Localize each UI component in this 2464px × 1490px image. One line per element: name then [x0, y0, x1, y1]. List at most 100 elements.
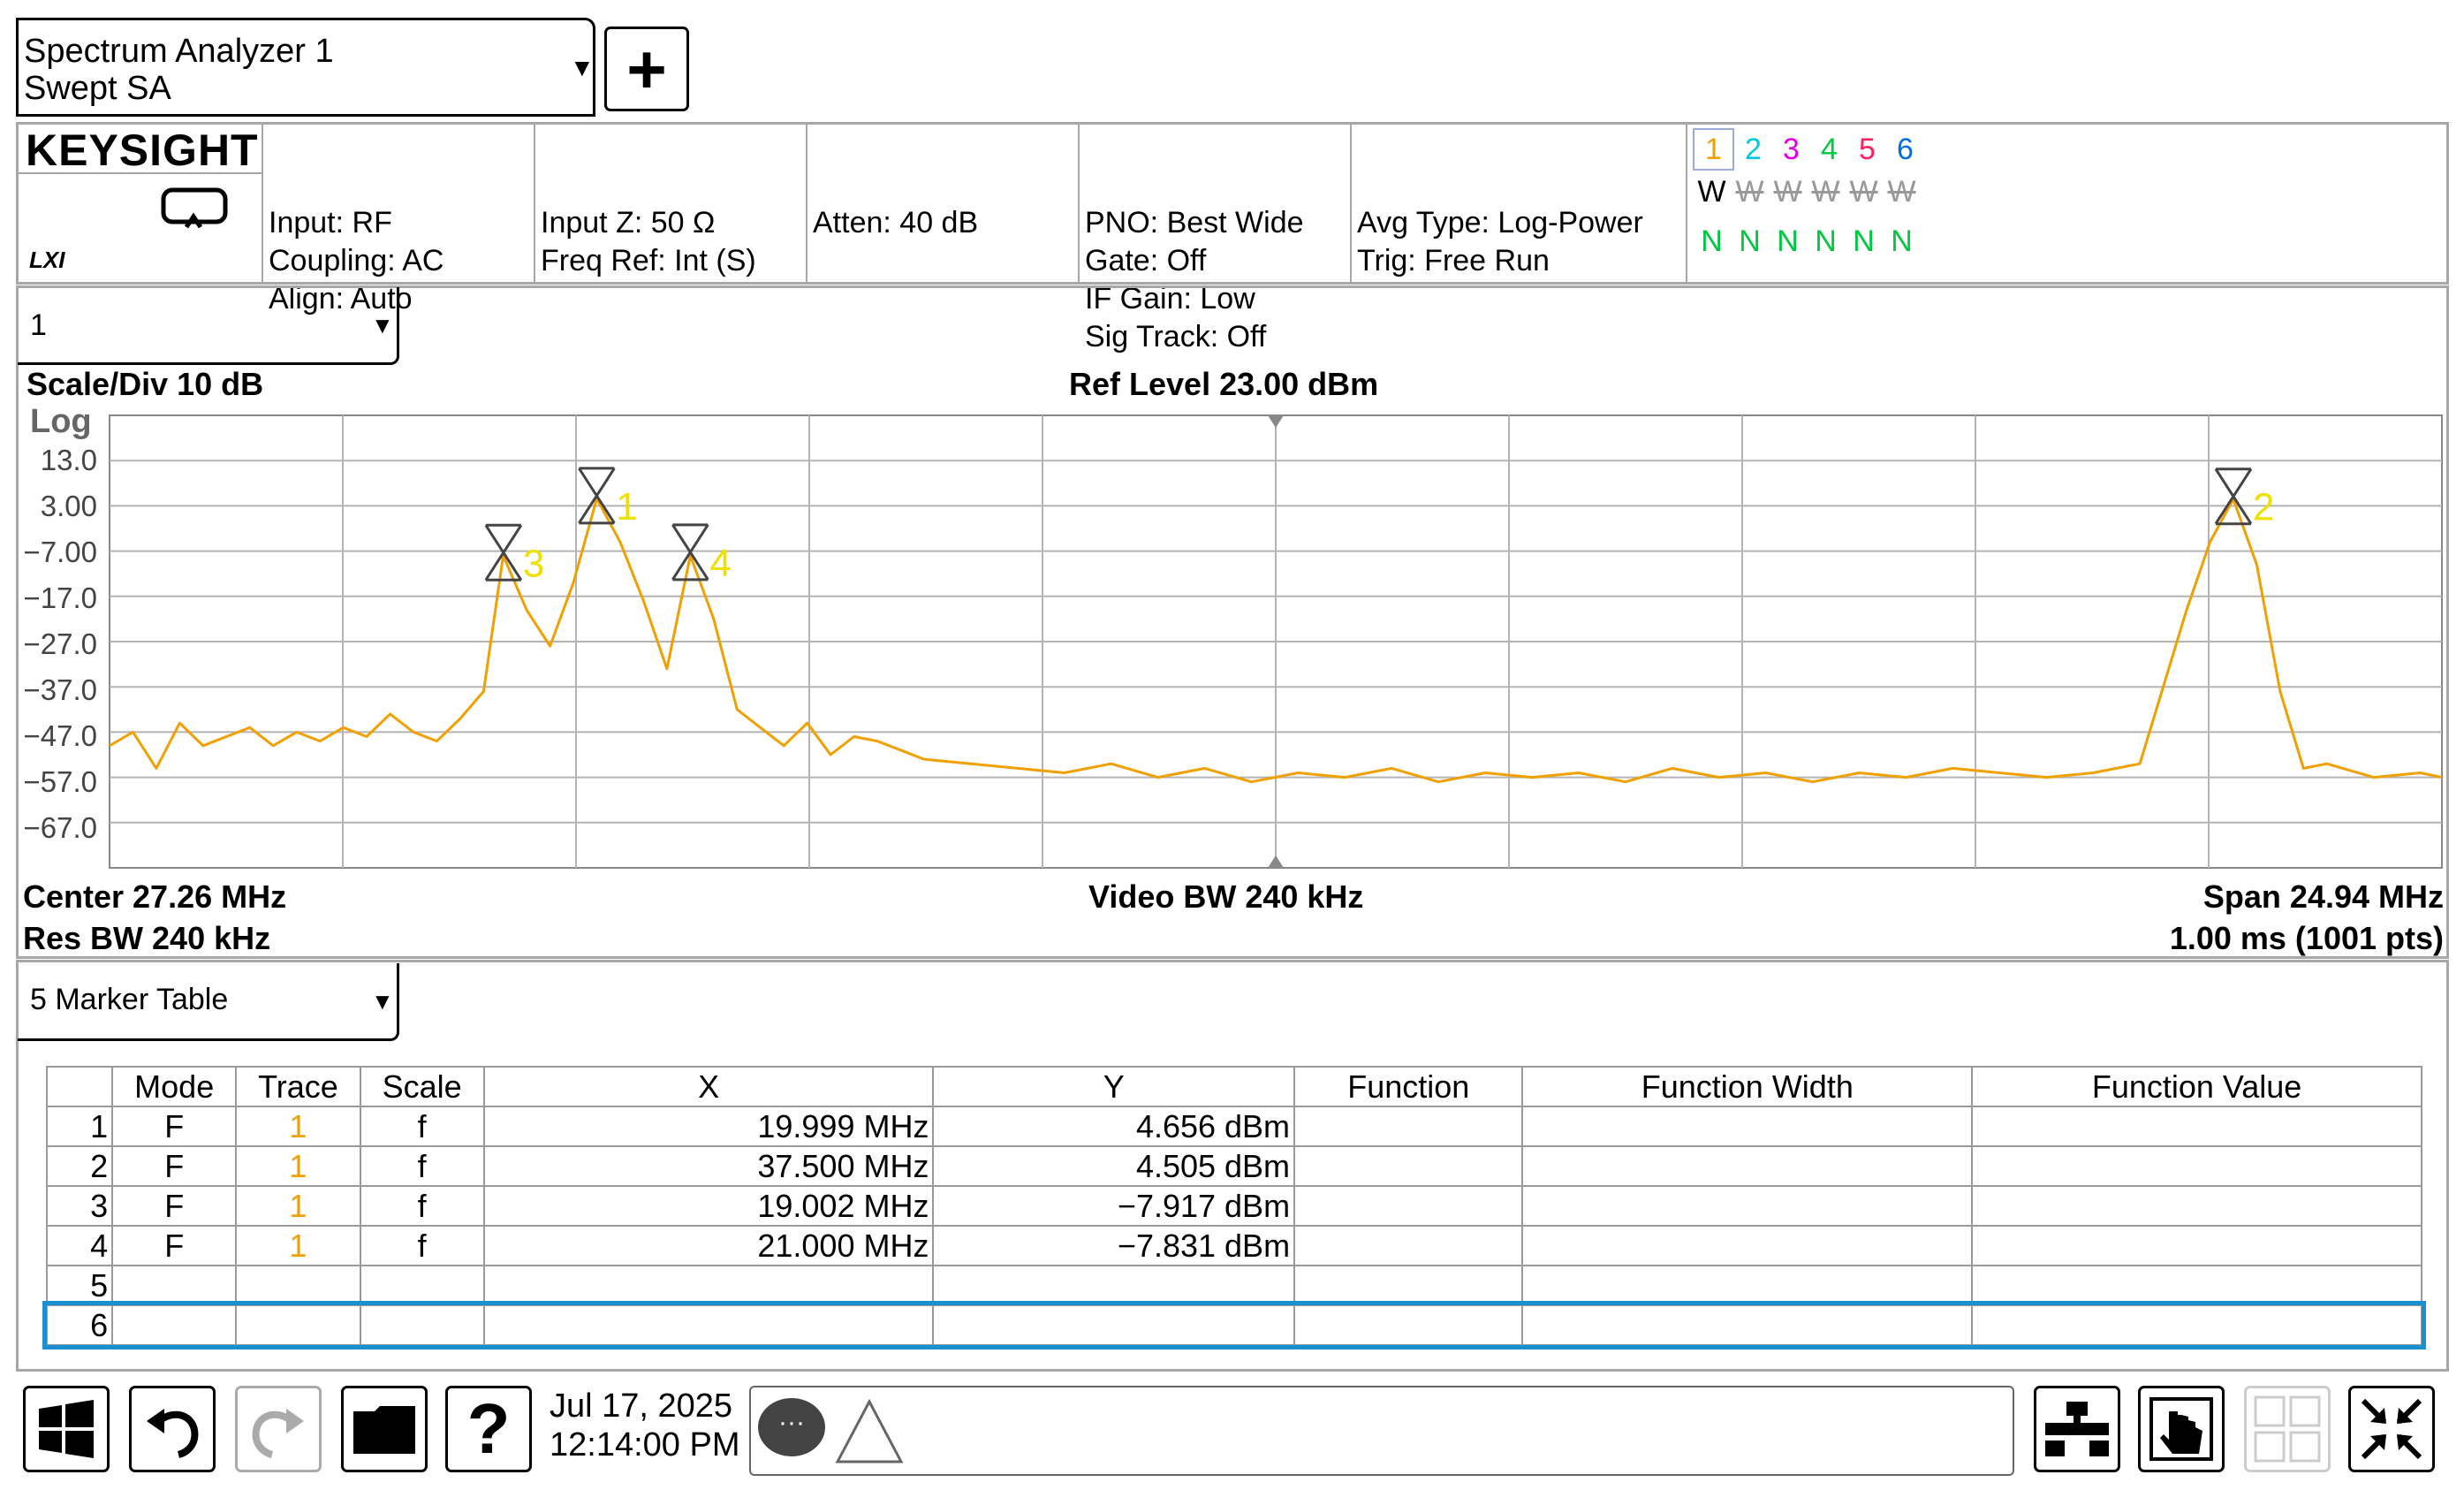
y-tick: −37.0: [23, 673, 98, 706]
table-row-selected[interactable]: 6: [42, 1301, 2426, 1349]
trace-number-4: 4: [1821, 133, 1838, 166]
status-col-impedance: Input Z: 50 Ω Freq Ref: Int (S): [535, 125, 807, 282]
center-marker-bottom: [1268, 855, 1284, 868]
trace-number-6: 6: [1897, 133, 1914, 166]
marker-table[interactable]: Mode Trace Scale X Y Function Function W…: [42, 1066, 2426, 1349]
zoom-window-button[interactable]: [2348, 1386, 2435, 1472]
trace-1-line: [109, 497, 2443, 784]
marker-3: 3: [484, 523, 544, 585]
trace-number-3: 3: [1783, 133, 1800, 166]
col-mode: Mode: [111, 1066, 238, 1107]
undo-icon: [147, 1409, 199, 1458]
window-layout-button[interactable]: [2034, 1386, 2120, 1472]
marker-4: 4: [671, 523, 732, 585]
trace-window-selector[interactable]: 1 ▼: [18, 287, 399, 365]
marker-x-icon: [2214, 468, 2253, 526]
touch-hand-icon: [2149, 1397, 2213, 1461]
table-row[interactable]: 3 F 1 f 19.002 MHz −7.917 dBm: [45, 1185, 2422, 1227]
y-tick: −17.0: [23, 582, 98, 614]
window-subtitle: Swept SA: [24, 70, 171, 107]
scale-per-div: Scale/Div 10 dB: [27, 366, 264, 402]
redo-button[interactable]: [235, 1386, 322, 1472]
video-bw[interactable]: Video BW 240 kHz: [1088, 878, 1364, 915]
chevron-down-icon: ▼: [371, 988, 394, 1015]
trace-number-1: 1: [1693, 128, 1734, 171]
status-col-avg: Avg Type: Log-Power Trig: Free Run: [1352, 125, 1687, 282]
marker-x-icon: [671, 523, 709, 582]
window-title: Spectrum Analyzer 1: [24, 33, 334, 70]
file-button[interactable]: [341, 1386, 428, 1472]
col-scale: Scale: [359, 1066, 485, 1107]
remote-display-icon[interactable]: [160, 185, 229, 239]
col-function-value: Function Value: [1971, 1066, 2422, 1107]
brand-cell: KEYSIGHT LXI: [19, 125, 263, 282]
trace-number-5: 5: [1859, 133, 1876, 166]
table-row[interactable]: 5: [45, 1265, 2422, 1306]
table-row[interactable]: 2 F 1 f 37.500 MHz 4.505 dBm: [45, 1145, 2422, 1187]
marker-2: 2: [2214, 468, 2274, 529]
lxi-logo: LXI: [29, 247, 65, 273]
table-row[interactable]: 1 F 1 f 19.999 MHz 4.656 dBm: [45, 1106, 2422, 1147]
marker-label: 4: [709, 542, 731, 585]
status-bar: KEYSIGHT LXI Input: RF Coupling: AC Align:…: [16, 122, 2449, 353]
trace-window: [16, 285, 2449, 959]
table-row[interactable]: 4 F 1 f 21.000 MHz −7.831 dBm: [45, 1225, 2422, 1266]
plus-icon: +: [626, 30, 667, 108]
col-y: Y: [932, 1066, 1296, 1107]
help-icon: ?: [466, 1389, 511, 1468]
windows-start-button[interactable]: [23, 1386, 110, 1472]
touch-button[interactable]: [2138, 1386, 2225, 1472]
message-bar[interactable]: ···: [749, 1386, 2014, 1476]
log-label: Log: [30, 403, 92, 440]
marker-table-window: [16, 960, 2449, 1372]
help-button[interactable]: ?: [445, 1386, 532, 1472]
status-col-input: Input: RF Coupling: AC Align: Auto: [263, 125, 535, 315]
marker-label: 2: [2253, 486, 2274, 529]
chevron-down-icon: ▼: [371, 312, 394, 338]
marker-label: 3: [523, 542, 544, 585]
marker-x-icon: [578, 467, 616, 525]
windows-icon: [39, 1400, 94, 1458]
folder-icon: [353, 1406, 415, 1454]
y-tick: 3.00: [40, 490, 97, 522]
res-bw[interactable]: Res BW 240 kHz: [23, 920, 271, 956]
center-frequency[interactable]: Center 27.26 MHz: [23, 878, 287, 915]
keysight-logo: KEYSIGHT: [26, 125, 259, 175]
status-col-atten: Atten: 40 dB: [807, 125, 1080, 282]
y-tick: −47.0: [23, 719, 98, 752]
marker-table-title: 5 Marker Table: [30, 983, 229, 1016]
marker-table-selector[interactable]: 5 Marker Table ▼: [18, 963, 399, 1041]
marker-label: 1: [616, 485, 637, 528]
span[interactable]: Span 24.94 MHz: [2202, 878, 2444, 915]
trace-window-number: 1: [30, 308, 47, 342]
layout-tree-icon: [2045, 1402, 2109, 1456]
col-trace: Trace: [235, 1066, 361, 1107]
undo-button[interactable]: [129, 1386, 216, 1472]
center-marker-top: [1268, 415, 1284, 428]
add-window-button[interactable]: +: [604, 27, 689, 111]
table-header-row: Mode Trace Scale X Y Function Function W…: [45, 1066, 2422, 1107]
y-tick: 13.0: [40, 444, 97, 476]
message-icon[interactable]: ···: [758, 1398, 825, 1456]
grid-icon: [2254, 1395, 2321, 1463]
col-x: X: [482, 1066, 935, 1107]
marker-x-icon: [484, 523, 523, 582]
redo-icon: [252, 1409, 304, 1458]
y-tick: −7.00: [23, 536, 98, 568]
chevron-down-icon: ▼: [570, 54, 595, 81]
collapse-arrows-icon: [2361, 1398, 2422, 1460]
date-display: Jul 17, 2025: [550, 1387, 733, 1425]
multi-window-button[interactable]: [2244, 1386, 2331, 1472]
window-selector[interactable]: Spectrum Analyzer 1 Swept SA ▼: [16, 18, 595, 117]
trace-number-2: 2: [1745, 133, 1762, 166]
y-tick: −67.0: [23, 811, 98, 844]
warning-icon[interactable]: [834, 1396, 905, 1467]
sweep-time[interactable]: 1.00 ms (1001 pts): [2169, 920, 2444, 956]
y-tick: −57.0: [23, 765, 98, 798]
col-function-width: Function Width: [1521, 1066, 1974, 1107]
